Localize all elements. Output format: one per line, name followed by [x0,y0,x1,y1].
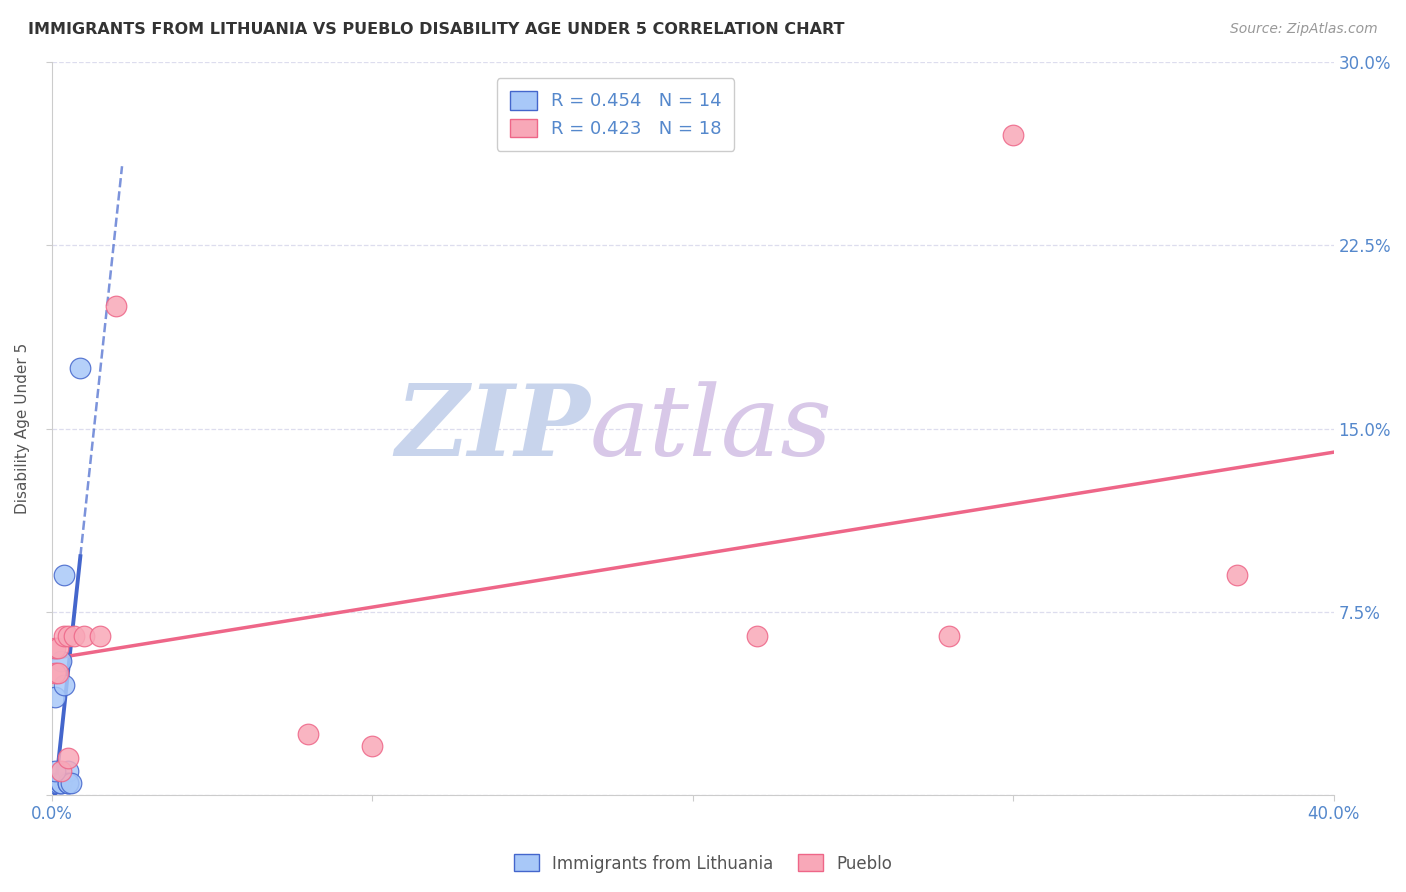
Point [46,641,69,656]
Text: ZIP: ZIP [395,380,591,477]
Point [1226,568,1249,582]
Point [745,629,768,643]
Text: Source: ZipAtlas.com: Source: ZipAtlas.com [1230,22,1378,37]
Point [89,629,111,643]
Point [69,360,91,375]
Point [49,654,72,668]
Point [49,776,72,790]
Legend: R = 0.454   N = 14, R = 0.423   N = 18: R = 0.454 N = 14, R = 0.423 N = 18 [496,78,734,151]
Point [53,629,76,643]
Point [361,739,384,754]
Point [46,776,69,790]
Point [44,776,66,790]
Point [53,678,76,692]
Point [1001,128,1024,143]
Point [49,776,72,790]
Point [56,776,79,790]
Text: IMMIGRANTS FROM LITHUANIA VS PUEBLO DISABILITY AGE UNDER 5 CORRELATION CHART: IMMIGRANTS FROM LITHUANIA VS PUEBLO DISA… [28,22,845,37]
Point [56,776,79,790]
Point [104,300,127,314]
Point [53,568,76,582]
Point [49,764,72,778]
Point [63,629,86,643]
Point [46,665,69,680]
Y-axis label: Disability Age Under 5: Disability Age Under 5 [15,343,30,514]
Point [56,629,79,643]
Point [56,764,79,778]
Point [56,751,79,765]
Text: atlas: atlas [591,381,832,476]
Point [938,629,960,643]
Point [297,727,319,741]
Point [44,690,66,705]
Point [44,764,66,778]
Point [72,629,94,643]
Point [59,776,82,790]
Legend: Immigrants from Lithuania, Pueblo: Immigrants from Lithuania, Pueblo [508,847,898,880]
Point [44,665,66,680]
Point [44,641,66,656]
